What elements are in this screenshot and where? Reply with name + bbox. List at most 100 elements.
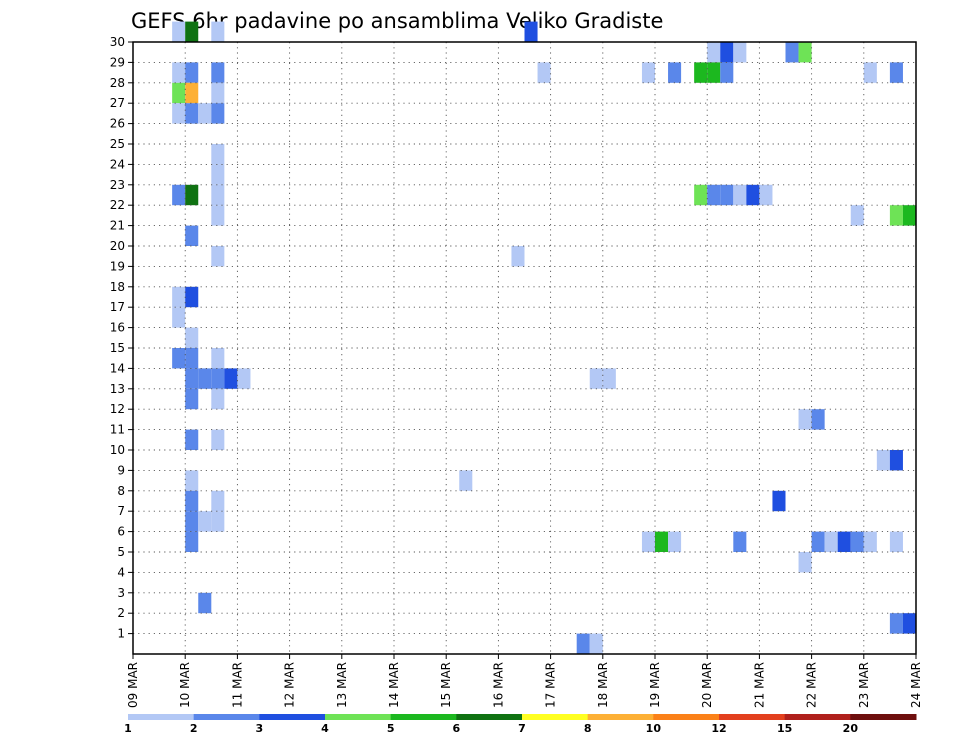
- heatmap-cell: [224, 368, 238, 389]
- heatmap-cell: [863, 531, 877, 552]
- x-tick-label: 16 MAR: [491, 662, 505, 708]
- heatmap-cell: [185, 388, 199, 410]
- x-tick-label: 23 MAR: [857, 662, 871, 708]
- x-tick-label: 17 MAR: [544, 662, 558, 708]
- y-tick-label: 22: [110, 198, 125, 212]
- x-tick-label: 10 MAR: [178, 662, 192, 708]
- y-tick-label: 3: [117, 586, 125, 600]
- y-tick-label: 19: [110, 259, 125, 273]
- colorbar-swatch: [128, 714, 195, 720]
- heatmap-cell: [198, 592, 212, 614]
- y-tick-label: 28: [110, 76, 125, 90]
- heatmap-cell: [772, 490, 786, 512]
- heatmap-cell: [811, 531, 825, 552]
- heatmap-cell: [211, 205, 225, 226]
- colorbar: 1 2 3 4 5 6 7 8 10 12 15 20: [124, 714, 917, 735]
- heatmap-cell: [889, 62, 903, 83]
- x-tick-label: 11 MAR: [230, 662, 244, 708]
- y-tick-label: 14: [110, 361, 125, 375]
- heatmap-cell: [889, 613, 903, 634]
- heatmap-cell: [198, 368, 212, 389]
- y-tick-label: 8: [117, 484, 125, 498]
- y-tick-label: 6: [117, 525, 125, 539]
- y-tick-label: 15: [110, 341, 125, 355]
- x-tick-label: 24 MAR: [909, 662, 923, 708]
- heatmap-cell: [185, 103, 199, 124]
- chart-title: GEFS 6hr padavine po ansamblima Veliko G…: [131, 9, 663, 33]
- x-tick-label: 12 MAR: [283, 662, 297, 708]
- heatmap-cell: [185, 368, 199, 389]
- colorbar-swatch: [390, 714, 457, 720]
- heatmap-cell: [185, 511, 199, 532]
- heatmap-cell: [707, 42, 721, 63]
- heatmap-cell: [511, 246, 525, 267]
- colorbar-label: 12: [711, 722, 726, 735]
- heatmap-cell: [720, 42, 734, 63]
- colorbar-label: 7: [518, 722, 526, 735]
- heatmap-cell: [707, 62, 721, 83]
- heatmap-cell: [211, 429, 225, 450]
- heatmap-cell: [211, 184, 225, 206]
- y-tick-label: 5: [117, 545, 125, 559]
- heatmap-cell: [211, 368, 225, 389]
- y-tick-label: 21: [110, 219, 125, 233]
- y-axis-ticks: 1234567891011121314151617181920212223242…: [110, 35, 133, 641]
- gridlines: [133, 41, 916, 654]
- colorbar-label: 3: [256, 722, 264, 735]
- heatmap-cell: [576, 633, 590, 654]
- heatmap-cell: [746, 184, 760, 206]
- heatmap-cell: [602, 368, 616, 389]
- heatmap-cell: [850, 531, 864, 552]
- heatmap-cell: [172, 348, 186, 369]
- x-tick-label: 20 MAR: [700, 662, 714, 708]
- colorbar-label: 10: [646, 722, 662, 735]
- heatmap-cell: [185, 429, 199, 450]
- heatmap-cell: [211, 62, 225, 83]
- colorbar-swatch: [193, 714, 260, 720]
- heatmap-cell: [198, 511, 212, 532]
- x-tick-label: 21 MAR: [752, 662, 766, 708]
- heatmap-cell: [785, 42, 799, 63]
- heatmap-cell: [211, 246, 225, 267]
- y-tick-label: 30: [110, 35, 125, 49]
- y-tick-label: 2: [117, 606, 125, 620]
- heatmap-cell: [733, 184, 747, 206]
- y-tick-label: 4: [117, 565, 125, 579]
- heatmap-cell: [798, 42, 812, 63]
- x-tick-label: 22 MAR: [805, 662, 819, 708]
- x-axis-ticks: 09 MAR 10 MAR 11 MAR 12 MAR 13 MAR 14 MAR 15 M…: [126, 654, 923, 708]
- heatmap-cell: [185, 62, 199, 83]
- colorbar-swatch: [653, 714, 720, 720]
- heatmap-cell: [589, 368, 603, 389]
- heatmap-cell: [211, 82, 225, 104]
- y-tick-label: 7: [117, 504, 125, 518]
- colorbar-swatch: [587, 714, 654, 720]
- heatmap-cell: [185, 21, 199, 42]
- heatmap-cell: [185, 184, 199, 206]
- heatmap-cell: [720, 184, 734, 206]
- heatmap-cell: [185, 286, 199, 308]
- y-tick-label: 27: [110, 96, 125, 110]
- colorbar-swatch: [522, 714, 589, 720]
- heatmap-cell: [889, 531, 903, 552]
- colorbar-label: 6: [453, 722, 461, 735]
- y-tick-label: 11: [110, 423, 125, 437]
- y-tick-label: 24: [110, 157, 125, 171]
- y-tick-label: 17: [110, 300, 125, 314]
- heatmap-cell: [185, 82, 199, 104]
- heatmap-cell: [798, 409, 812, 430]
- heatmap-cell: [211, 490, 225, 512]
- heatmap-cell: [876, 450, 890, 471]
- heatmap-cell: [172, 184, 186, 206]
- heatmap-cell: [902, 205, 916, 226]
- heatmap-cell: [641, 531, 655, 552]
- heatmap-cell: [211, 103, 225, 124]
- heatmap-cell: [733, 531, 747, 552]
- y-tick-label: 12: [110, 402, 125, 416]
- y-tick-label: 26: [110, 117, 125, 131]
- heatmap-cell: [850, 205, 864, 226]
- heatmap-cell: [211, 388, 225, 410]
- heatmap-cell: [172, 307, 186, 328]
- heatmap-cell: [824, 531, 838, 552]
